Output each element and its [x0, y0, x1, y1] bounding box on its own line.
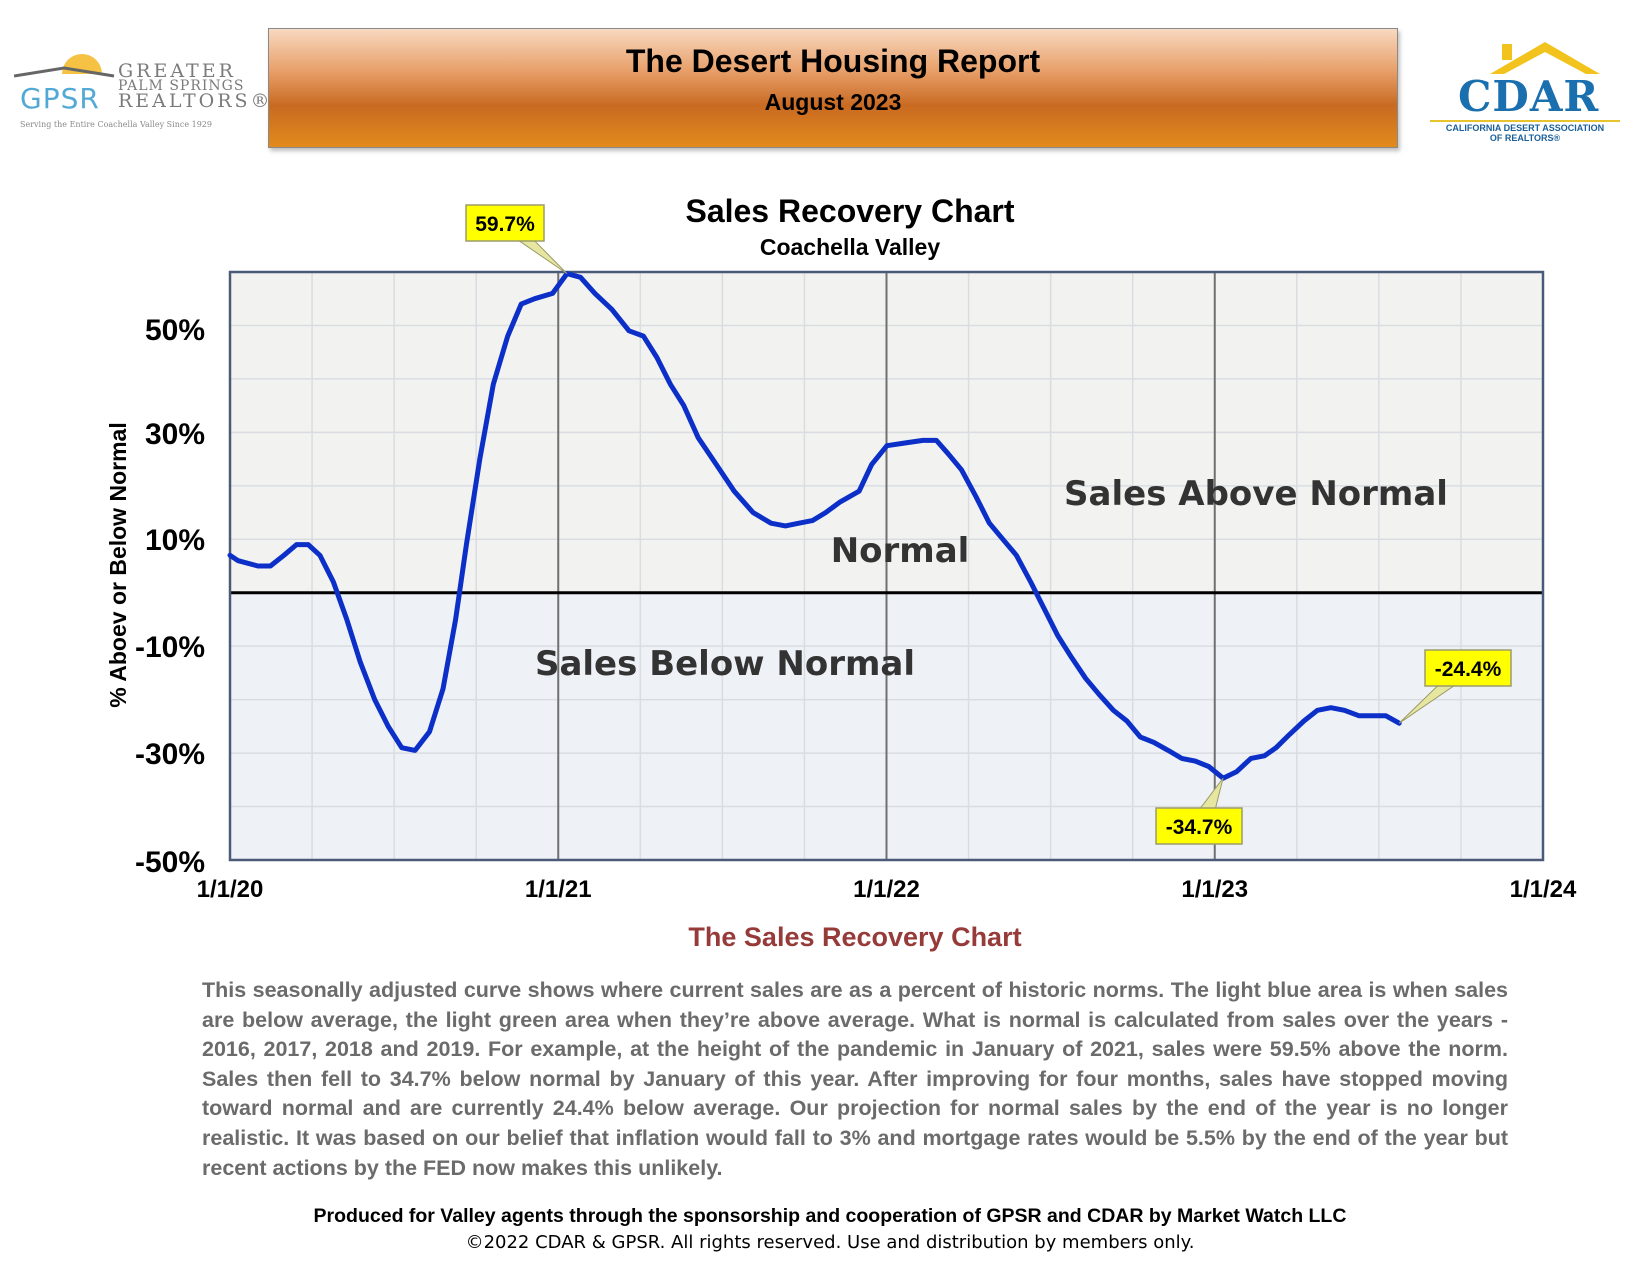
x-tick-label: 1/1/23	[1181, 876, 1248, 900]
gpsr-line2: PALM SPRINGS	[118, 78, 245, 94]
sales-recovery-chart: Sales Above Normal Normal Sales Below Norm…	[105, 204, 1577, 900]
house-roof-icon	[1490, 42, 1600, 74]
cdar-logo: CDAR CALIFORNIA DESERT ASSOCIATION OF RE…	[1430, 40, 1630, 150]
footer-credit: Produced for Valley agents through the s…	[313, 1205, 1347, 1227]
cdar-subtitle: CALIFORNIA DESERT ASSOCIATION OF REALTOR…	[1430, 123, 1620, 143]
sales-recovery-line	[227, 271, 1402, 781]
cdar-mark: CDAR	[1458, 72, 1600, 121]
chart-title: Sales Recovery Chart	[685, 193, 1015, 229]
y-tick-label: -10%	[135, 631, 205, 664]
report-title: The Desert Housing Report	[625, 43, 1041, 79]
gpsr-mark: GPSR	[20, 82, 100, 115]
caption-title: The Sales Recovery Chart	[688, 922, 1022, 952]
y-tick-label: -30%	[135, 738, 205, 771]
y-tick-label: 10%	[145, 524, 205, 557]
report-banner: The Desert Housing Report August 2023	[268, 28, 1398, 148]
callout-label: 59.7%	[475, 213, 535, 236]
x-tick-label: 1/1/20	[197, 876, 264, 900]
callout-box	[465, 204, 545, 242]
footer-copyright: ©2022 CDAR & GPSR. All rights reserved. …	[465, 1232, 1195, 1253]
region-label: Normal	[831, 531, 970, 571]
y-axis-label: % Aboev or Below Normal	[105, 422, 131, 707]
y-tick-label: 50%	[145, 314, 205, 347]
callout-label: -34.7%	[1166, 816, 1233, 839]
cdar-divider	[1430, 120, 1620, 122]
x-tick-label: 1/1/22	[853, 876, 920, 900]
chart-subtitle: Coachella Valley	[759, 234, 941, 260]
region-label: Sales Below Normal	[535, 644, 915, 684]
x-tick-label: 1/1/24	[1510, 876, 1577, 900]
gpsr-tagline: Serving the Entire Coachella Valley Sinc…	[20, 120, 212, 129]
gpsr-words: GREATER PALM SPRINGS REALTORS®	[118, 60, 273, 112]
roof-icon	[14, 66, 115, 78]
gpsr-line3: REALTORS®	[118, 90, 273, 112]
cdar-sub-line2: OF REALTORS®	[1489, 133, 1561, 143]
y-tick-label: -50%	[135, 846, 205, 879]
plot-frame	[228, 270, 1545, 862]
y-tick-label: 30%	[145, 418, 205, 451]
cdar-sub-line1: CALIFORNIA DESERT ASSOCIATION	[1445, 123, 1605, 133]
x-tick-label: 1/1/21	[525, 876, 592, 900]
callout-box	[1155, 807, 1243, 845]
callout-label: -24.4%	[1435, 658, 1502, 681]
region-label: Sales Above Normal	[1064, 474, 1448, 514]
gpsr-line1: GREATER	[118, 60, 236, 82]
gpsr-logo: GPSR GREATER PALM SPRINGS REALTORS® Serv…	[14, 50, 270, 130]
callout-box	[1424, 649, 1512, 687]
caption-text: This seasonally adjusted curve shows whe…	[202, 978, 1508, 1180]
report-date: August 2023	[764, 89, 902, 115]
